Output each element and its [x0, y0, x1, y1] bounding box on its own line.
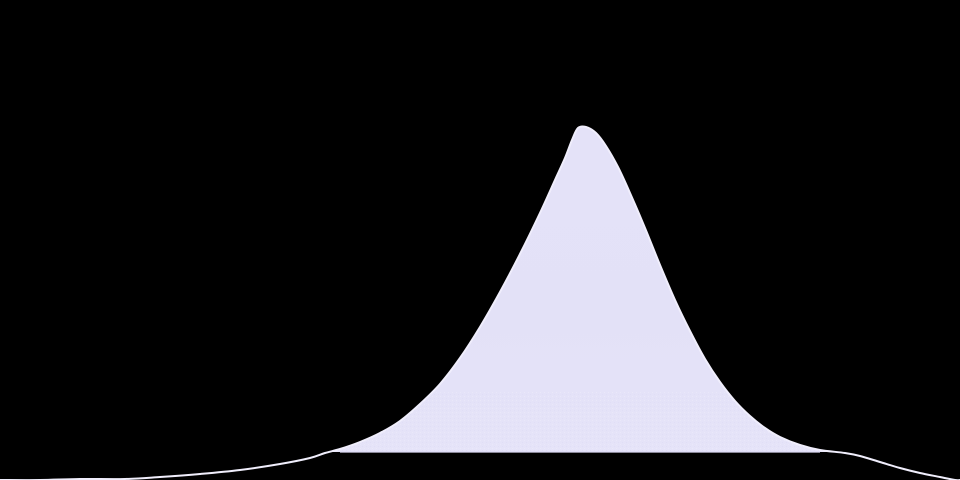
area-fill — [0, 126, 960, 452]
